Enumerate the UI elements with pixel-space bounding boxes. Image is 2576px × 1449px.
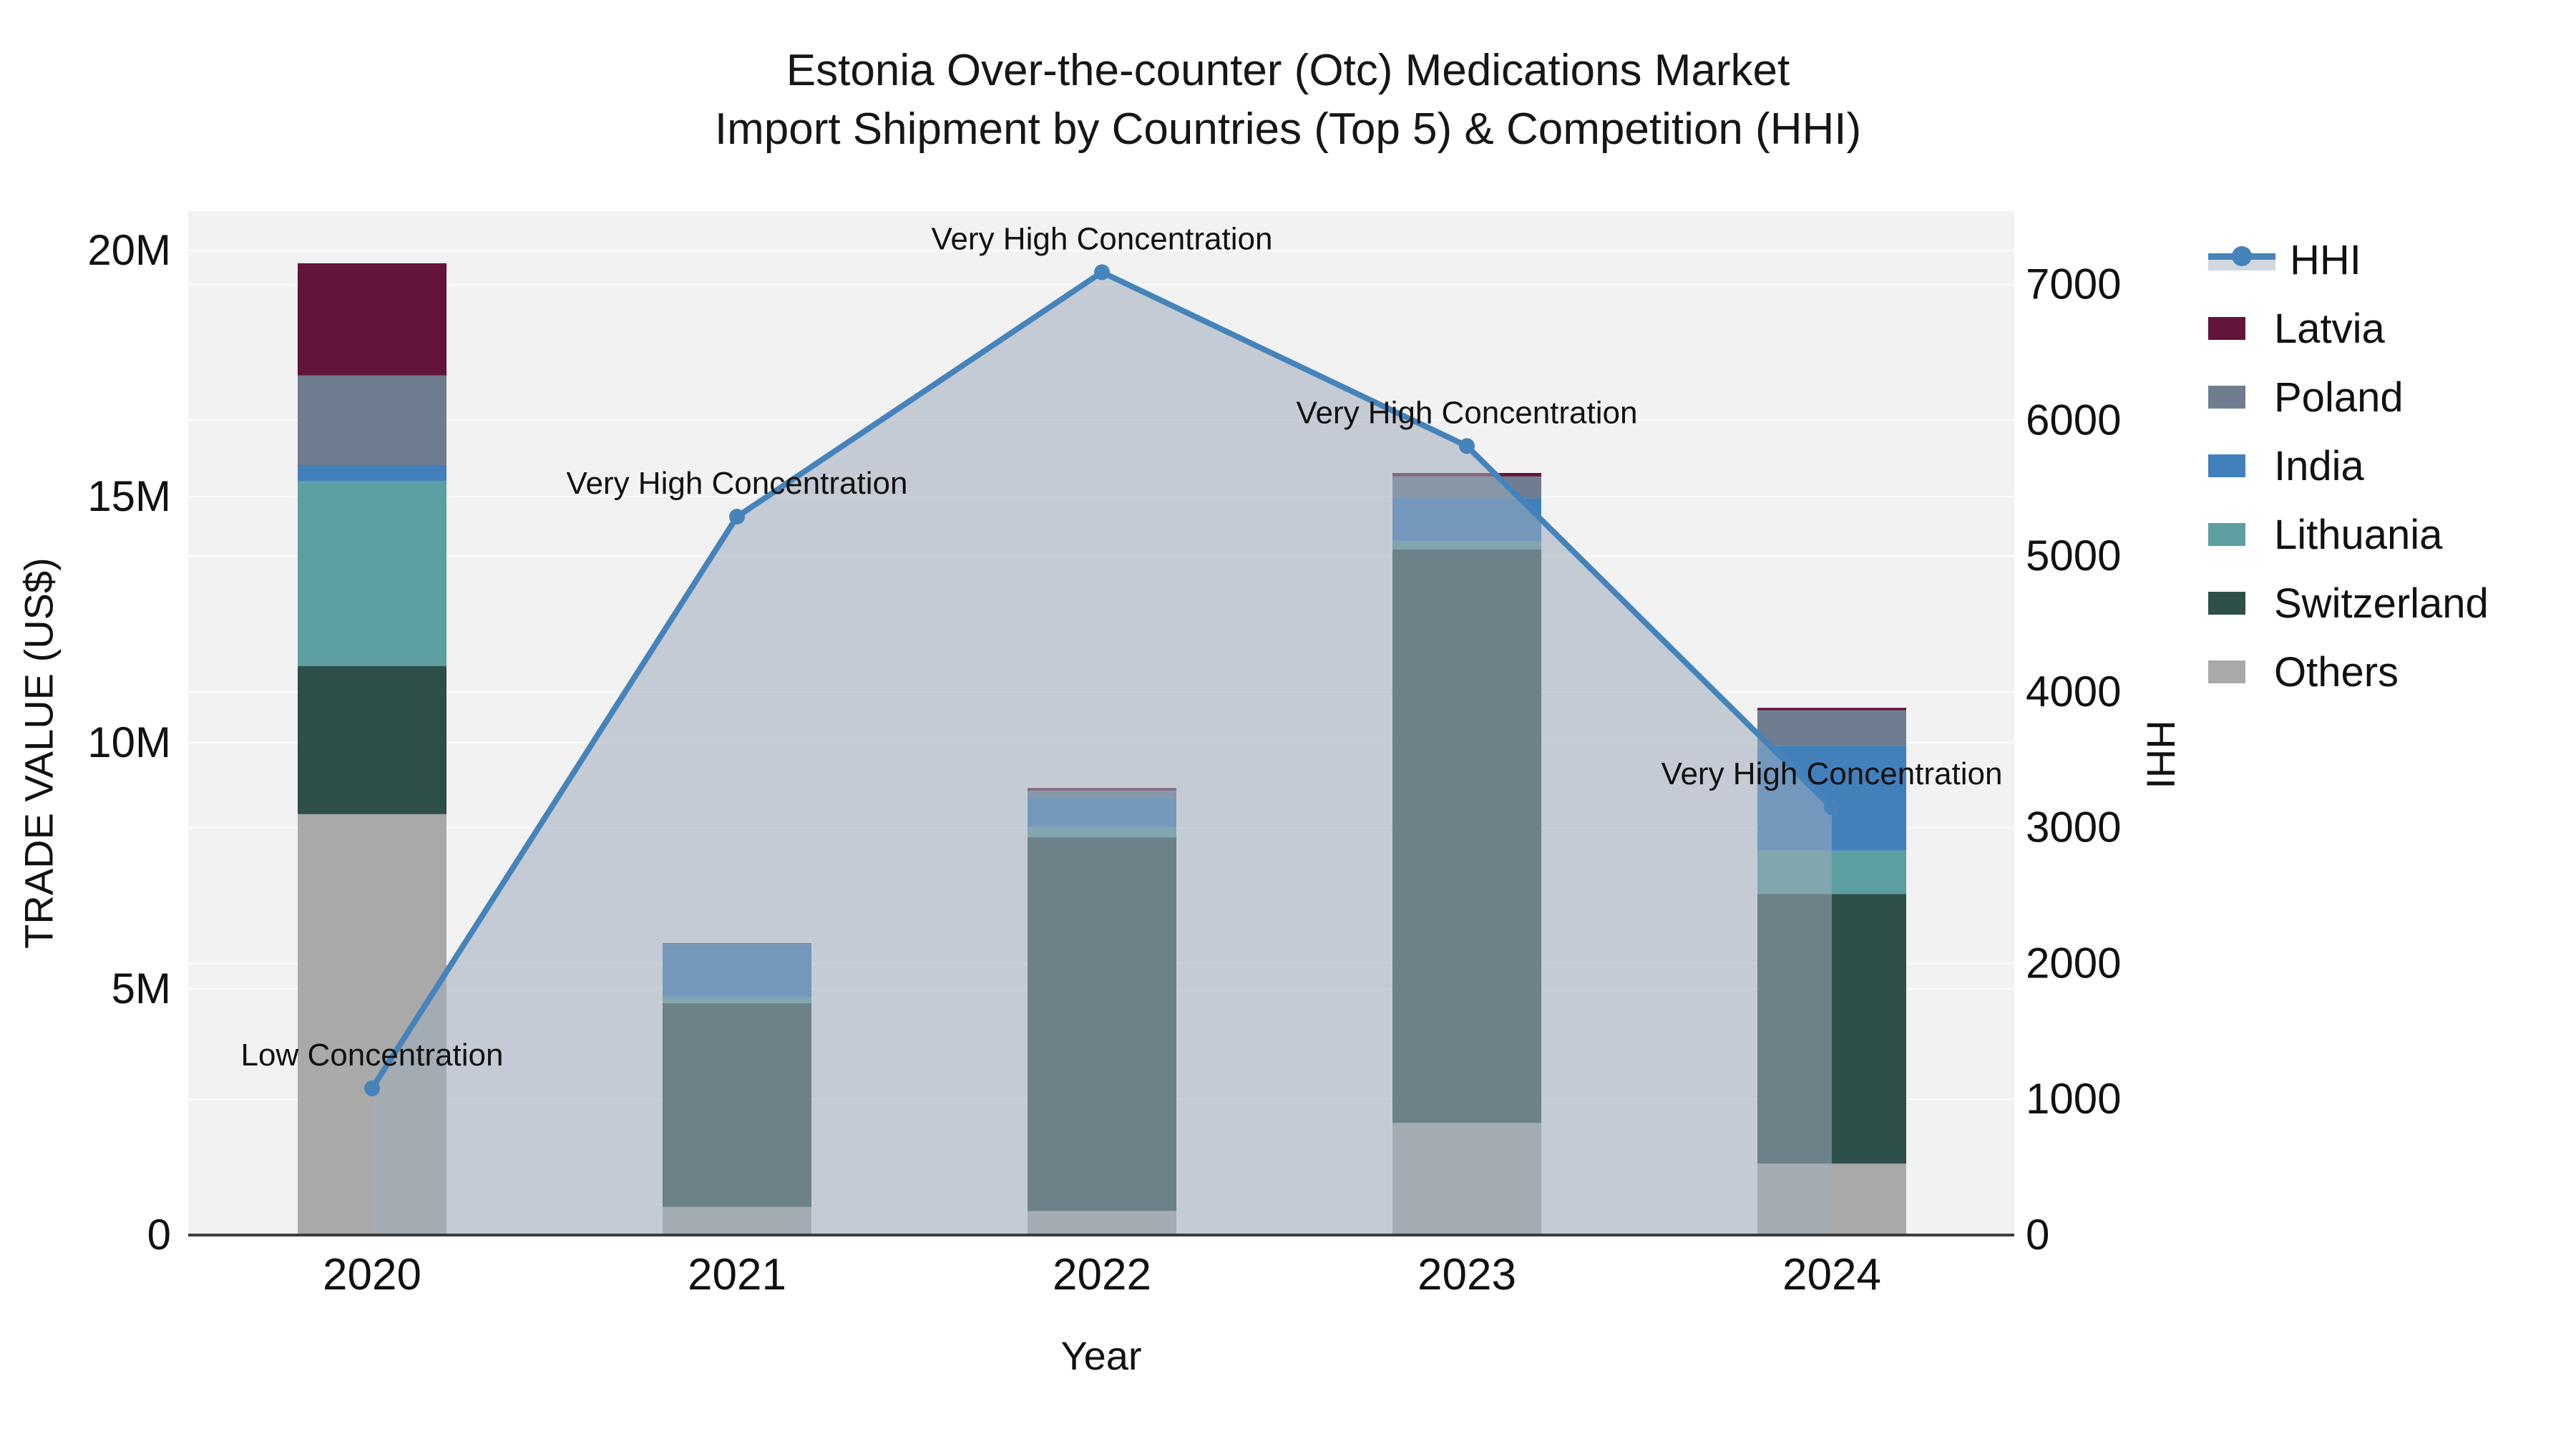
legend-swatch-india — [2208, 454, 2245, 477]
y-left-tick-label: 5M — [112, 965, 171, 1013]
bar-segment-latvia-2020[interactable] — [298, 263, 447, 376]
y-right-tick-label: 6000 — [2026, 396, 2121, 444]
bar-segment-switzerland-2020[interactable] — [298, 665, 447, 814]
x-axis-title: Year — [1060, 1333, 1142, 1378]
legend-swatch-switzerland — [2208, 592, 2245, 615]
bar-segment-lithuania-2020[interactable] — [298, 481, 447, 666]
y-right-tick-label: 7000 — [2026, 260, 2121, 308]
x-tick-label: 2023 — [1418, 1250, 1516, 1299]
y-right-tick-label: 4000 — [2026, 668, 2121, 716]
hhi-marker-2021[interactable] — [729, 509, 745, 525]
legend-label-hhi: HHI — [2290, 236, 2361, 283]
y-right-tick-label: 0 — [2026, 1211, 2049, 1259]
hhi-line-sample-icon — [2208, 246, 2275, 272]
chart-title-line2: Import Shipment by Countries (Top 5) & C… — [714, 104, 1862, 154]
legend-item-lithuania[interactable]: Lithuania — [2208, 500, 2489, 569]
chart-title-line1: Estonia Over-the-counter (Otc) Medicatio… — [786, 46, 1790, 95]
hhi-marker-swatch — [2232, 246, 2252, 266]
hhi-marker-2022[interactable] — [1094, 264, 1110, 280]
annotation-2020: Low Concentration — [241, 1038, 504, 1073]
legend-swatch-others — [2208, 660, 2245, 683]
x-tick-label: 2021 — [688, 1250, 786, 1299]
hhi-marker-2020[interactable] — [364, 1080, 380, 1097]
hhi-marker-2024[interactable] — [1824, 799, 1840, 816]
bar-segment-poland-2020[interactable] — [298, 375, 447, 465]
hhi-marker-2023[interactable] — [1459, 438, 1475, 454]
y-left-tick-label: 15M — [87, 472, 171, 520]
legend: HHI Latvia Poland India Lithuania Switzerland… — [2208, 225, 2489, 706]
chart-title: Estonia Over-the-counter (Otc) Medicatio… — [0, 42, 2576, 159]
bar-segment-poland-2024[interactable] — [1757, 710, 1906, 746]
y-left-tick-label: 0 — [147, 1211, 171, 1259]
legend-item-latvia[interactable]: Latvia — [2208, 294, 2489, 363]
legend-swatch-poland — [2208, 386, 2245, 409]
y-right-tick-label: 1000 — [2026, 1075, 2121, 1123]
y-right-tick-label: 2000 — [2026, 939, 2121, 987]
y-left-tick-label: 10M — [87, 718, 171, 766]
legend-swatch-latvia — [2208, 317, 2245, 340]
legend-label-poland: Poland — [2274, 374, 2404, 421]
annotation-2024: Very High Concentration — [1662, 756, 2003, 791]
annotation-2022: Very High Concentration — [932, 221, 1273, 256]
legend-label-others: Others — [2274, 648, 2399, 696]
legend-label-india: India — [2274, 442, 2364, 489]
legend-item-hhi[interactable]: HHI — [2208, 225, 2489, 294]
hhi-area-fill — [372, 272, 1832, 1235]
annotation-2021: Very High Concentration — [567, 466, 908, 501]
legend-swatch-lithuania — [2208, 523, 2245, 546]
y-right-tick-label: 3000 — [2026, 804, 2121, 852]
y-right-tick-label: 5000 — [2026, 532, 2121, 580]
x-tick-label: 2024 — [1782, 1250, 1881, 1299]
x-tick-label: 2022 — [1053, 1250, 1151, 1299]
legend-label-latvia: Latvia — [2274, 305, 2385, 352]
legend-item-poland[interactable]: Poland — [2208, 363, 2489, 431]
legend-item-india[interactable]: India — [2208, 431, 2489, 500]
legend-item-switzerland[interactable]: Switzerland — [2208, 569, 2489, 638]
bar-segment-latvia-2024[interactable] — [1757, 708, 1906, 711]
legend-item-others[interactable]: Others — [2208, 638, 2489, 706]
x-tick-label: 2020 — [323, 1250, 421, 1299]
annotation-2023: Very High Concentration — [1297, 395, 1638, 430]
y-axis-title-left: TRADE VALUE (US$) — [16, 557, 62, 949]
y-left-tick-label: 20M — [87, 226, 171, 274]
y-axis-title-right: HHI — [2138, 720, 2184, 789]
legend-label-switzerland: Switzerland — [2274, 580, 2489, 627]
bar-segment-india-2020[interactable] — [298, 464, 447, 482]
legend-label-lithuania: Lithuania — [2274, 511, 2443, 558]
